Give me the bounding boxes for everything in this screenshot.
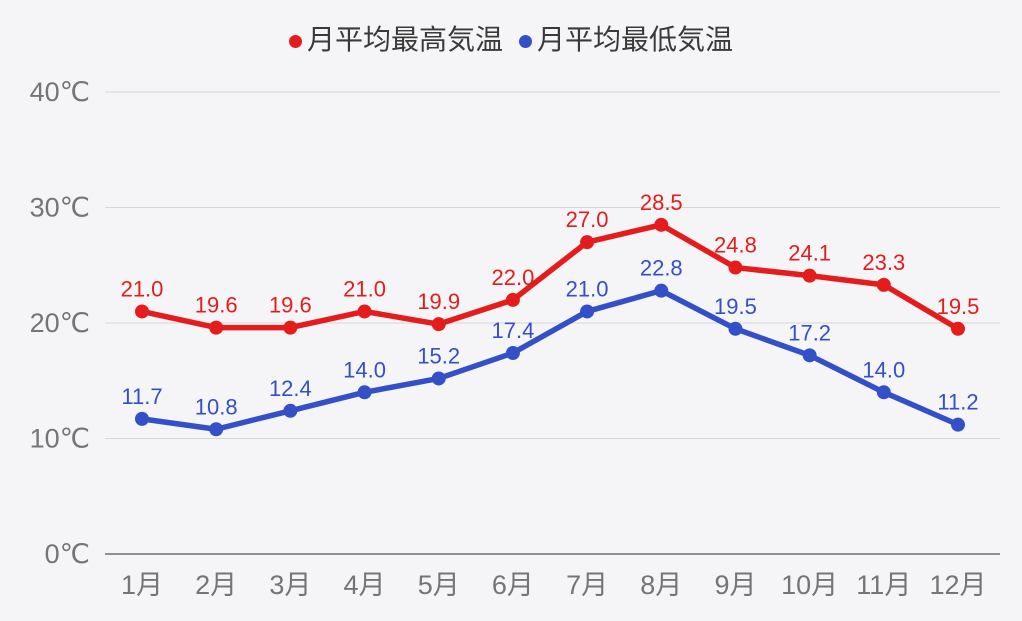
series-min-temp: 11.7 10.8 12.4 14.0 15.2 17.4 21.0 22.8 19.5 17.2… (121, 256, 979, 437)
y-tick-label: 40℃ (30, 77, 90, 107)
x-tick-label: 1月 (121, 570, 163, 600)
data-label: 28.5 (640, 190, 683, 215)
data-point (431, 317, 446, 332)
series-max-temp: 21.0 19.6 19.6 21.0 19.9 22.0 27.0 28.5 24.8 24.1… (121, 190, 980, 336)
data-point (728, 260, 743, 275)
data-point (802, 348, 817, 363)
data-point (283, 403, 298, 418)
data-label: 24.1 (788, 241, 831, 266)
data-point (580, 235, 595, 250)
data-point (209, 320, 224, 335)
data-point (654, 283, 669, 298)
data-label: 19.5 (714, 294, 757, 319)
data-label: 21.0 (566, 276, 609, 301)
y-tick-label: 10℃ (30, 424, 90, 454)
y-tick-label: 20℃ (30, 308, 90, 338)
data-label: 22.8 (640, 256, 683, 281)
data-point (505, 346, 520, 361)
x-tick-label: 9月 (714, 570, 756, 600)
data-point (357, 304, 372, 319)
x-tick-label: 2月 (195, 570, 237, 600)
data-point (654, 217, 669, 232)
x-tick-label: 8月 (640, 570, 682, 600)
data-point (431, 371, 446, 386)
y-axis-labels: 0℃ 10℃ 20℃ 30℃ 40℃ (30, 77, 90, 569)
data-point (135, 411, 149, 426)
data-point (283, 320, 298, 335)
data-label: 12.4 (269, 376, 312, 401)
data-label: 17.4 (491, 318, 534, 343)
data-point (802, 268, 817, 283)
series-line (139, 287, 961, 433)
data-label: 19.6 (269, 293, 312, 318)
data-label: 19.6 (195, 293, 238, 318)
data-label: 22.0 (491, 265, 534, 290)
data-point (357, 385, 372, 400)
data-label: 11.7 (121, 384, 162, 409)
data-label: 19.5 (937, 294, 980, 319)
data-point (876, 277, 891, 292)
data-label: 15.2 (417, 343, 460, 368)
data-label: 14.0 (343, 357, 386, 382)
data-point (951, 321, 965, 336)
data-point (580, 304, 595, 319)
data-point (728, 321, 743, 336)
data-point (135, 304, 149, 319)
data-label: 23.3 (862, 250, 905, 275)
data-label: 19.9 (417, 289, 460, 314)
data-point (209, 422, 224, 437)
x-tick-label: 10月 (781, 570, 838, 600)
data-point (505, 292, 520, 307)
x-tick-label: 5月 (418, 570, 460, 600)
x-tick-label: 6月 (492, 570, 534, 600)
series-line (139, 222, 961, 332)
data-point (951, 417, 965, 432)
y-tick-label: 30℃ (30, 193, 90, 223)
data-label: 14.0 (862, 357, 905, 382)
data-label: 11.2 (937, 390, 978, 415)
data-label: 24.8 (714, 233, 757, 258)
data-label: 27.0 (566, 207, 609, 232)
x-tick-label: 12月 (929, 570, 986, 600)
x-tick-label: 3月 (269, 570, 311, 600)
x-tick-label: 7月 (566, 570, 608, 600)
x-tick-label: 11月 (856, 570, 911, 600)
data-label: 21.0 (343, 276, 386, 301)
x-tick-label: 4月 (344, 570, 386, 600)
y-tick-label: 0℃ (45, 539, 90, 569)
data-point (876, 385, 891, 400)
gridlines (105, 91, 1000, 555)
data-label: 17.2 (788, 320, 831, 345)
x-axis-labels: 1月 2月 3月 4月 5月 6月 7月 8月 9月 10月 11月 12月 (121, 570, 987, 600)
data-label: 10.8 (195, 394, 238, 419)
data-label: 21.0 (121, 276, 164, 301)
